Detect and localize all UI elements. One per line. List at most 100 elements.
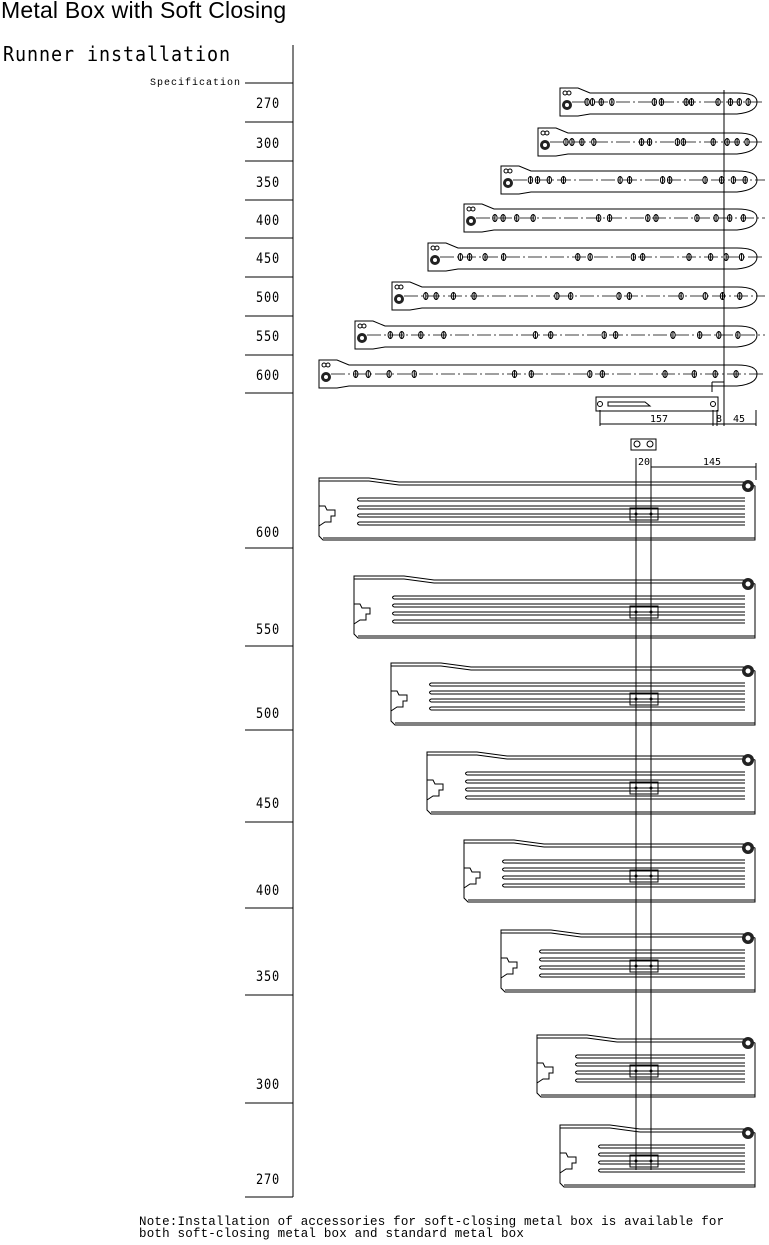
roller-hub [745, 1130, 751, 1136]
drawer-side-270 [559, 1124, 756, 1188]
drawer-side-body [500, 929, 756, 993]
installation-note: Note:Installation of accessories for sof… [139, 1216, 724, 1241]
dimension-label: 157 [650, 414, 668, 425]
roller-hub [745, 483, 751, 489]
drawer-side-body [390, 662, 756, 726]
roller-hub [397, 297, 401, 301]
dimension-label: 45 [733, 414, 745, 425]
drawer-spec-label: 550 [256, 622, 281, 638]
runner-body [354, 320, 758, 350]
connector-clip [630, 438, 657, 451]
dimension-label: 145 [703, 457, 721, 468]
drawer-side-body [353, 575, 756, 639]
drawer-side-edge [550, 932, 582, 938]
stiffening-groove [598, 1144, 745, 1149]
specification-label: Specification [150, 78, 242, 89]
roller-hub [745, 845, 751, 851]
roller-hub [745, 668, 751, 674]
runner-spec-label: 270 [256, 96, 281, 112]
drawer-spec-label: 600 [256, 525, 281, 541]
drawer-side-edge [586, 1037, 618, 1043]
screw-hole [466, 206, 472, 212]
drawer-side-body [559, 1124, 756, 1188]
drawer-side-edge [609, 1127, 641, 1133]
stiffening-groove [575, 1078, 745, 1083]
drawer-side-body [463, 839, 756, 903]
roller-hub [433, 258, 437, 262]
drawer-side-350 [500, 929, 756, 993]
screw-hole [430, 245, 436, 251]
page-title: Metal Box with Soft Closing [1, 0, 287, 23]
connector-position [629, 1064, 659, 1078]
dimension-label: 20 [638, 457, 650, 468]
stiffening-groove [539, 973, 745, 978]
stiffening-groove [539, 957, 745, 962]
screw-hole [503, 168, 509, 174]
stiffening-groove [502, 875, 745, 880]
screw-hole [470, 206, 476, 212]
runner-400 [463, 203, 765, 233]
screw-hole [540, 130, 546, 136]
roller-hub [360, 336, 364, 340]
stiffening-groove [429, 682, 745, 687]
drawer-spec-label: 500 [256, 706, 281, 722]
section-heading: Runner installation [3, 42, 231, 66]
damper-arm [607, 401, 652, 407]
runner-350 [500, 165, 765, 195]
stiffening-groove [598, 1168, 745, 1173]
drawer-side-body [426, 751, 756, 815]
drawer-spec-label: 300 [256, 1077, 281, 1093]
stiffening-groove [357, 497, 745, 502]
stiffening-groove [539, 965, 745, 970]
runner-spec-label: 550 [256, 329, 281, 345]
stiffening-groove [502, 859, 745, 864]
roller-hub [324, 375, 328, 379]
note-line-2: both soft-closing metal box and standard… [139, 1227, 525, 1241]
hook-slot [500, 957, 518, 979]
roller-hub [745, 757, 751, 763]
stiffening-groove [357, 513, 745, 518]
drawer-side-550 [353, 575, 756, 639]
hook-slot [353, 603, 371, 625]
screw-hole [544, 130, 550, 136]
runner-300 [537, 127, 765, 157]
stiffening-groove [429, 698, 745, 703]
drawer-side-body [536, 1034, 756, 1098]
screw-hole [357, 323, 363, 329]
stiffening-groove [392, 619, 745, 624]
connector-position [629, 959, 659, 973]
screw-hole [646, 440, 654, 448]
roller-hub [745, 581, 751, 587]
stiffening-groove [575, 1062, 745, 1067]
drawer-side-600 [318, 477, 756, 541]
connector-position [629, 605, 659, 619]
drawer-side-edge [513, 842, 545, 848]
stiffening-groove [465, 795, 745, 800]
stiffening-groove [392, 595, 745, 600]
stiffening-groove [502, 867, 745, 872]
drawer-spec-label: 450 [256, 796, 281, 812]
screw-hole [562, 90, 568, 96]
drawer-side-edge [440, 665, 472, 671]
connector-position [629, 692, 659, 706]
runner-550 [354, 320, 765, 350]
roller-hub [543, 143, 547, 147]
roller-hub [745, 1040, 751, 1046]
stiffening-groove [575, 1054, 745, 1059]
stiffening-groove [539, 949, 745, 954]
stiffening-groove [429, 690, 745, 695]
hook-slot [463, 867, 481, 889]
screw-hole [507, 168, 513, 174]
drawer-side-edge [403, 578, 435, 584]
runner-spec-label: 400 [256, 213, 281, 229]
runner-500 [391, 281, 765, 311]
drawer-spec-label: 400 [256, 883, 281, 899]
screw-hole [566, 90, 572, 96]
drawer-side-500 [390, 662, 756, 726]
connector-position [629, 1154, 659, 1168]
hook-slot [426, 779, 444, 801]
stiffening-groove [598, 1160, 745, 1165]
roller-hub [506, 181, 510, 185]
stiffening-groove [357, 505, 745, 510]
roller-hub [745, 935, 751, 941]
